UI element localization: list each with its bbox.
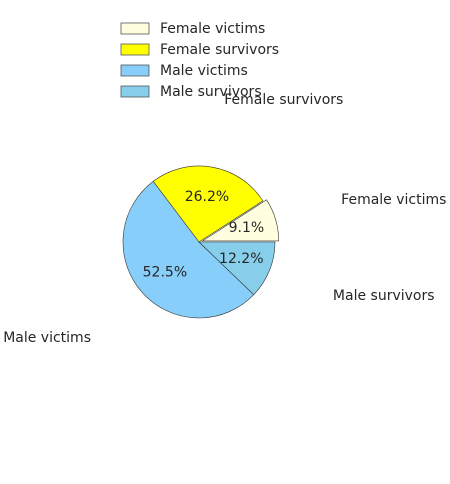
legend-label-female-survivors: Female survivors: [160, 42, 279, 58]
percent-label-male-survivors: 12.2%: [219, 251, 263, 267]
legend-label-male-survivors: Male survivors: [160, 84, 262, 100]
pie-slices: [122, 165, 279, 319]
slice-male-victims: [122, 180, 255, 319]
percent-label-female-victims: 9.1%: [229, 220, 265, 236]
category-labels: Female victims Female survivors Male victi…: [3, 92, 446, 346]
slice-female-survivors: [152, 165, 264, 243]
percent-label-female-survivors: 26.2%: [185, 189, 229, 205]
legend-swatch-female-victims: [120, 22, 150, 35]
category-label-male-victims: Male victims: [3, 330, 91, 346]
legend-label-male-victims: Male victims: [160, 63, 248, 79]
percent-labels: 9.1%26.2% 52.5% 12.2%: [143, 189, 265, 280]
category-label-male-survivors: Male survivors: [333, 288, 435, 304]
legend-swatch-male-survivors: [120, 85, 150, 98]
legend: Female victims Female survivors Male victi…: [120, 21, 279, 100]
legend-swatch-female-survivors: [120, 43, 150, 56]
legend-swatch-male-victims: [120, 64, 150, 77]
legend-label-female-victims: Female victims: [160, 21, 265, 37]
slice-male-survivors: [198, 241, 276, 296]
category-label-female-survivors: Female survivors: [224, 92, 343, 108]
slice-female-victims: [201, 199, 279, 242]
percent-label-male-victims: 52.5%: [143, 264, 187, 280]
category-label-female-victims: Female victims: [341, 192, 446, 208]
